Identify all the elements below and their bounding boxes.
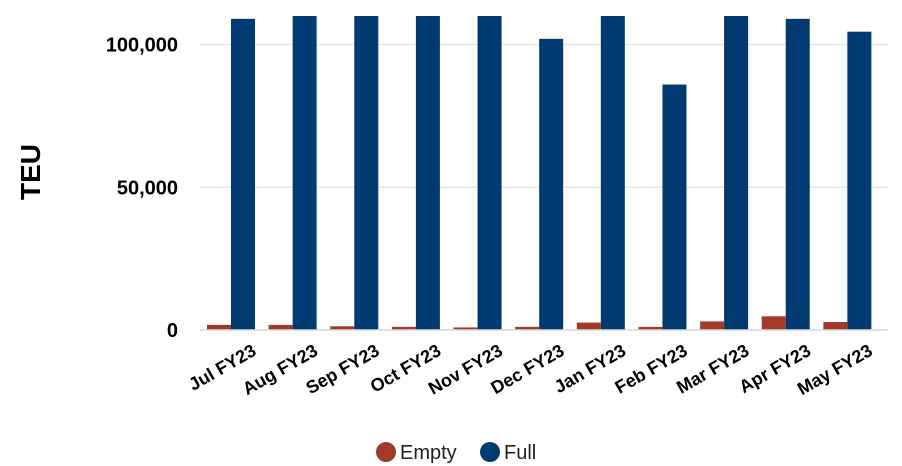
bar-full-oct-fy23 [415,16,440,330]
bar-empty-nov-fy23 [453,327,478,330]
bar-empty-may-fy23 [823,322,848,330]
legend-label-empty: Empty [400,442,457,464]
bar-full-jul-fy23 [231,18,255,330]
bar-empty-jan-fy23 [576,322,601,330]
bar-full-may-fy23 [847,31,872,330]
bar-full-nov-fy23 [477,16,502,330]
bar-empty-mar-fy23 [700,321,725,330]
legend-marker-full [480,442,500,462]
legend: Empty Full [376,442,536,464]
bar-full-aug-fy23 [292,16,317,330]
bar-full-feb-fy23 [662,84,687,330]
bar-empty-apr-fy23 [761,316,786,330]
bar-empty-feb-fy23 [638,326,663,330]
bar-full-sep-fy23 [354,16,379,330]
y-tick-label: 100,000 [106,35,178,57]
y-axis-ticks: 0 50,000 100,000 [106,35,178,342]
bar-empty-dec-fy23 [515,326,540,330]
bar-empty-sep-fy23 [330,326,355,330]
bar-empty-oct-fy23 [391,326,416,330]
y-tick-label: 50,000 [117,177,178,199]
bars [207,16,872,330]
legend-label-full: Full [504,442,536,464]
y-tick-label: 0 [167,320,178,342]
bar-full-dec-fy23 [539,38,564,330]
bar-empty-aug-fy23 [268,324,293,330]
legend-marker-empty [376,442,396,462]
y-axis-title: TEU [15,144,46,200]
bar-full-jan-fy23 [600,16,625,330]
bar-full-apr-fy23 [785,18,810,330]
bar-empty-jul-fy23 [207,324,231,330]
bar-full-mar-fy23 [724,16,749,330]
